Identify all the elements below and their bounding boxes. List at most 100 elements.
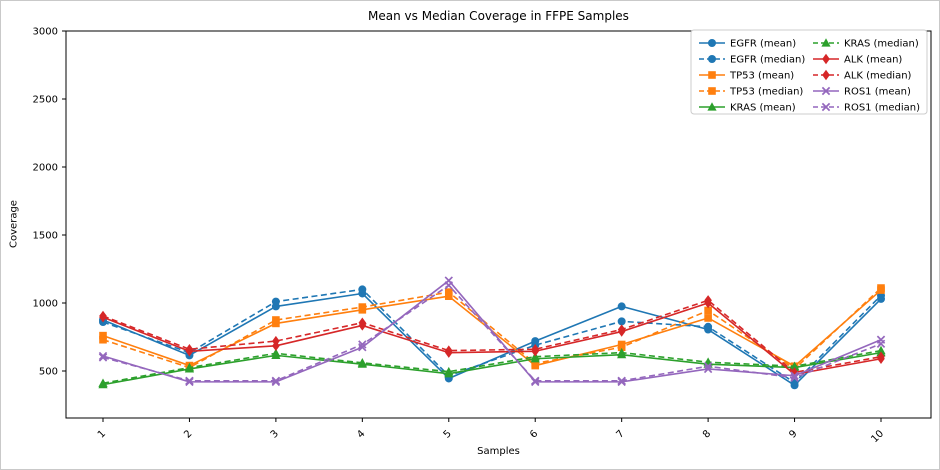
legend-label: ROS1 (mean) [844,87,911,98]
square-marker [708,87,716,95]
legend-entry: TP53 (median) [699,87,803,98]
x-tick-label: 4 [355,428,367,440]
legend-label: ALK (median) [844,71,912,82]
x-marker [444,281,453,290]
triangle-marker [271,348,281,357]
triangle-marker [184,362,195,372]
y-tick-label: 3000 [33,27,58,38]
legend-label: ROS1 (median) [844,103,920,114]
x-tick-label: 7 [615,428,627,440]
diamond-marker [704,295,712,306]
x-tick-label: 5 [442,428,454,440]
chart-title: Mean vs Median Coverage in FFPE Samples [368,9,629,23]
x-marker [98,353,108,362]
legend-entry: EGFR (mean) [699,39,796,50]
circle-marker [358,285,367,294]
triangle-marker [444,366,454,376]
circle-marker [617,317,626,326]
diamond-marker [99,310,107,322]
x-marker [790,373,799,383]
series-line [102,292,882,387]
legend-box [690,29,928,115]
square-marker [877,284,885,292]
series-line [102,288,882,384]
legend-entry: KRAS (mean) [699,102,796,114]
x-tick-label: 1 [96,428,108,440]
y-tick-label: 2000 [33,163,58,174]
x-tick-label: 3 [269,428,281,440]
x-marker [703,362,713,371]
legend-label: KRAS (mean) [730,103,796,114]
legend-entry: ALK (mean) [813,53,902,66]
diamond-marker [444,345,453,356]
legend-entry: ALK (median) [813,69,912,82]
diamond-marker [822,53,830,65]
square-marker [531,359,540,368]
x-tick-label: 6 [528,428,540,440]
legend-label: KRAS (median) [844,39,919,50]
series-ros1-mean [98,276,886,387]
diamond-marker [617,324,626,335]
x-marker [185,376,194,385]
square-marker [444,292,453,300]
triangle-marker [98,378,108,387]
series-line [102,284,882,382]
diamond-marker [531,344,540,355]
square-marker [708,71,716,79]
circle-marker [271,297,280,306]
x-marker [271,376,281,385]
triangle-marker [821,38,831,47]
square-marker [444,288,453,296]
diamond-marker [358,317,367,328]
x-tick-label: 10 [869,428,886,445]
x-marker [821,102,831,112]
circle-marker [708,39,716,47]
x-marker [358,340,367,349]
diamond-marker [822,69,830,81]
legend-label: TP53 (median) [729,87,803,98]
y-tick-label: 1500 [33,231,58,242]
legend-entry: TP53 (mean) [699,71,794,82]
series-line [102,302,882,376]
x-tick-label: 8 [701,428,713,440]
legend-label: EGFR (median) [730,55,805,66]
legend-entry: ROS1 (median) [813,103,920,114]
series-line [102,299,882,374]
x-tick-label: 9 [787,428,799,440]
triangle-marker [707,102,717,111]
legend-entry: EGFR (median) [699,55,805,66]
series-line [102,279,882,383]
diamond-marker [790,367,799,378]
triangle-marker [789,361,800,370]
square-marker [358,303,367,311]
series-alk-median [99,295,885,378]
triangle-marker [357,358,367,367]
legend-entry: ROS1 (mean) [813,87,911,98]
series-ros1-median [98,281,886,385]
square-marker [617,343,626,351]
x-marker [531,376,540,385]
series-line [102,287,882,370]
square-marker [99,335,107,344]
square-marker [99,331,107,340]
circle-marker [708,55,716,63]
series-egfr-median [99,285,885,387]
legend-label: TP53 (mean) [729,71,794,82]
diamond-marker [877,351,885,362]
x-marker [876,339,886,349]
x-tick-label: 2 [182,428,194,440]
series-line [102,351,882,386]
y-tick-label: 1000 [33,299,58,310]
legend: EGFR (mean) EGFR (median) TP53 (mean) TP53 … [690,29,928,115]
diamond-marker [272,335,280,347]
triangle-marker [617,347,627,357]
circle-marker [617,302,626,311]
circle-marker [704,322,713,331]
square-marker [704,306,712,315]
y-tick-label: 500 [39,367,58,378]
diamond-marker [185,344,194,355]
legend-label: ALK (mean) [844,55,902,66]
square-marker [272,316,280,324]
